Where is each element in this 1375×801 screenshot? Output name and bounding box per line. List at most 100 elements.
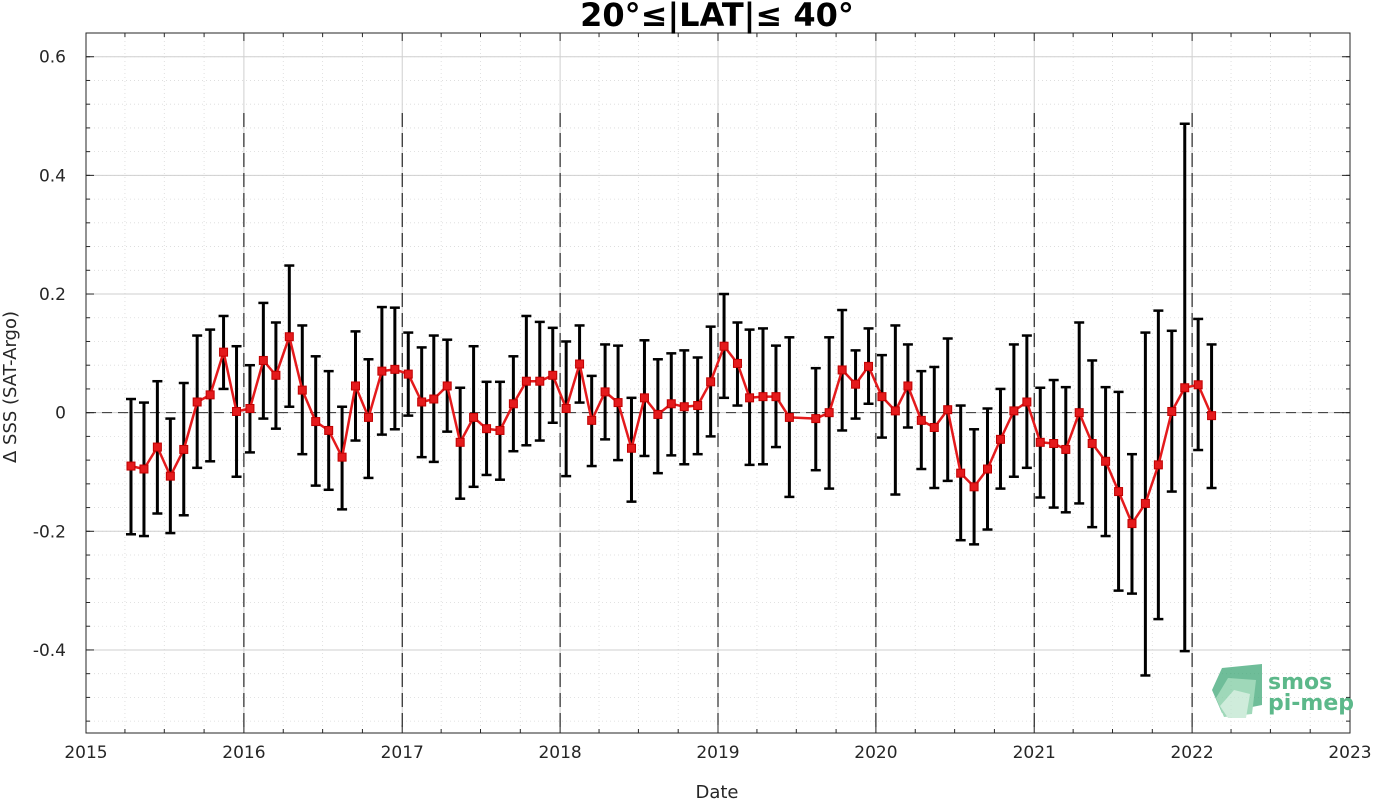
data-point-marker — [417, 397, 427, 407]
data-point-marker — [653, 409, 663, 419]
data-point-marker — [232, 406, 242, 416]
data-point-marker — [165, 471, 175, 481]
data-point-marker — [548, 370, 558, 380]
y-tick-label: 0.6 — [39, 48, 66, 68]
x-tick-label: 2020 — [854, 743, 897, 763]
data-point-marker — [824, 408, 834, 418]
data-point-marker — [784, 412, 794, 422]
logo-text-pi-mep: pi-mep — [1268, 691, 1354, 716]
data-point-marker — [258, 355, 268, 365]
data-point-marker — [284, 332, 294, 342]
data-point-marker — [1167, 406, 1177, 416]
logo-waves-icon — [1212, 664, 1262, 718]
data-point-marker — [758, 392, 768, 402]
data-point-marker — [1114, 487, 1124, 497]
series-line-path — [130, 335, 1213, 525]
data-point-marker — [521, 376, 531, 386]
y-tick-label: -0.2 — [33, 522, 66, 542]
x-tick-label: 2019 — [696, 743, 739, 763]
x-axis: 2015 2016 2017 2018 2019 2020 2021 2022 2023 — [64, 33, 1372, 763]
data-point-marker — [126, 461, 136, 471]
x-tick-label: 2018 — [538, 743, 581, 763]
x-axis-label: Date — [695, 782, 738, 801]
data-point-marker — [429, 394, 439, 404]
data-point-marker — [1153, 460, 1163, 470]
data-point-marker — [337, 452, 347, 462]
data-point-marker — [390, 364, 400, 374]
data-point-marker — [943, 405, 953, 415]
data-point-marker — [719, 341, 729, 351]
data-point-marker — [1193, 380, 1203, 390]
data-point-marker — [1140, 498, 1150, 508]
data-point-marker — [469, 412, 479, 422]
data-point-marker — [890, 406, 900, 416]
data-point-marker — [495, 425, 505, 435]
data-point-marker — [679, 402, 689, 412]
data-point-marker — [1101, 456, 1111, 466]
data-point-marker — [587, 415, 597, 425]
data-point-marker — [482, 424, 492, 434]
y-axis-label: Δ SSS (SAT-Argo) — [0, 311, 21, 463]
data-point-marker — [916, 415, 926, 425]
data-point-marker — [297, 385, 307, 395]
y-tick-label: 0.2 — [39, 285, 66, 305]
data-point-marker — [1180, 383, 1190, 393]
y-axis: -0.4 -0.2 0 0.2 0.4 0.6 — [33, 32, 1350, 722]
data-point-marker — [1061, 444, 1071, 454]
data-point-marker — [1009, 406, 1019, 416]
data-point-marker — [613, 398, 623, 408]
data-point-marker — [745, 393, 755, 403]
data-point-marker — [1049, 439, 1059, 449]
x-tick-label: 2015 — [64, 743, 107, 763]
x-tick-label: 2016 — [222, 743, 265, 763]
series-markers — [126, 332, 1217, 529]
data-point-marker — [600, 387, 610, 397]
data-point-marker — [152, 442, 162, 452]
data-point-marker — [455, 437, 465, 447]
data-point-marker — [363, 412, 373, 422]
data-point-marker — [535, 376, 545, 386]
data-point-marker — [982, 464, 992, 474]
data-point-marker — [666, 399, 676, 409]
data-point-marker — [929, 422, 939, 432]
data-point-marker — [271, 370, 281, 380]
x-tick-label: 2021 — [1013, 743, 1056, 763]
data-point-marker — [877, 392, 887, 402]
logo-text-smos: smos — [1268, 670, 1332, 695]
data-point-marker — [1127, 519, 1137, 529]
data-point-marker — [179, 444, 189, 454]
data-point-marker — [192, 397, 202, 407]
data-point-marker — [377, 366, 387, 376]
data-point-marker — [1035, 437, 1045, 447]
data-point-marker — [903, 381, 913, 391]
series-line — [130, 335, 1213, 525]
data-point-marker — [442, 381, 452, 391]
data-point-marker — [219, 347, 229, 357]
data-point-marker — [1207, 411, 1217, 421]
data-point-marker — [864, 361, 874, 371]
data-point-marker — [706, 377, 716, 387]
data-point-marker — [639, 393, 649, 403]
data-point-marker — [732, 358, 742, 368]
data-point-marker — [508, 399, 518, 409]
data-point-marker — [693, 401, 703, 411]
data-point-marker — [139, 464, 149, 474]
chart-title: 20°≤|LAT|≤ 40° — [580, 0, 854, 35]
data-point-marker — [1087, 439, 1097, 449]
smos-pi-mep-logo: smos pi-mep — [1212, 664, 1354, 718]
data-point-marker — [811, 414, 821, 424]
y-tick-label: -0.4 — [33, 641, 66, 661]
data-point-marker — [771, 392, 781, 402]
data-point-marker — [1022, 397, 1032, 407]
data-point-marker — [851, 379, 861, 389]
data-point-marker — [995, 434, 1005, 444]
data-point-marker — [956, 468, 966, 478]
data-point-marker — [403, 369, 413, 379]
data-point-marker — [969, 482, 979, 492]
y-tick-label: 0 — [55, 404, 66, 424]
data-point-marker — [626, 443, 636, 453]
data-point-marker — [561, 404, 571, 414]
x-tick-label: 2017 — [381, 743, 424, 763]
x-tick-label: 2022 — [1170, 743, 1213, 763]
